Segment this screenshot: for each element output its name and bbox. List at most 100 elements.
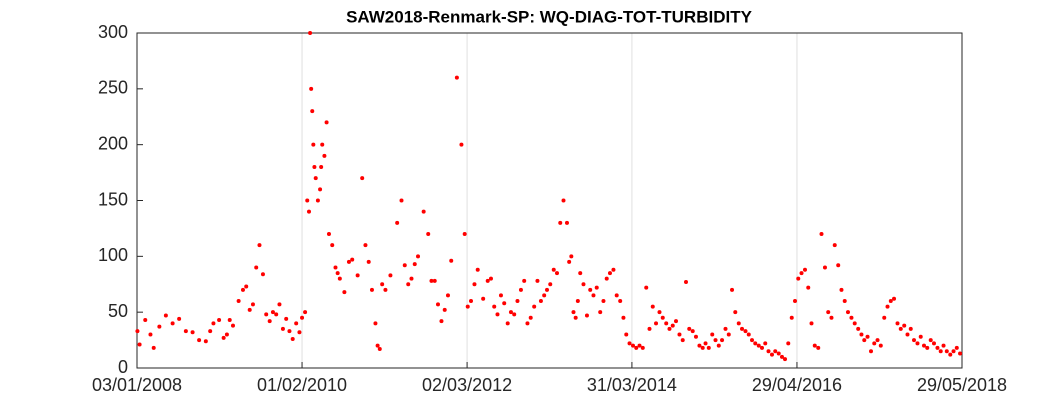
point [429, 278, 434, 283]
point [342, 290, 347, 295]
point [360, 176, 365, 181]
y-tick-label: 250 [98, 78, 128, 98]
x-tick-label: 29/05/2018 [917, 375, 1007, 395]
point [726, 332, 731, 337]
point [561, 198, 566, 203]
point [571, 310, 576, 315]
point [170, 321, 175, 326]
point [277, 302, 282, 307]
point [882, 315, 887, 320]
y-tick-label: 150 [98, 189, 128, 209]
point [545, 287, 550, 292]
point [888, 299, 893, 303]
point [399, 198, 404, 203]
point [439, 319, 444, 324]
point [512, 312, 517, 317]
point [759, 345, 764, 350]
point [532, 304, 537, 309]
point [647, 326, 652, 331]
point [297, 330, 302, 335]
point [640, 345, 645, 350]
point [918, 334, 923, 339]
point [449, 258, 454, 263]
point [776, 351, 781, 356]
point [618, 299, 623, 303]
point [498, 293, 503, 298]
point [310, 109, 315, 114]
point [148, 332, 153, 337]
point [308, 31, 313, 35]
point [280, 326, 285, 331]
point [829, 315, 834, 320]
point [335, 271, 340, 276]
point [703, 341, 708, 346]
point [845, 310, 850, 315]
point [905, 332, 910, 337]
point [409, 276, 414, 281]
point [581, 282, 586, 287]
point [710, 332, 715, 337]
point [700, 345, 705, 350]
point [573, 315, 578, 320]
point [177, 316, 182, 321]
point [690, 329, 695, 334]
point [163, 313, 168, 318]
point [736, 321, 741, 326]
point [257, 243, 262, 248]
point [806, 285, 811, 290]
point [723, 326, 728, 331]
point [944, 349, 949, 354]
point [558, 220, 563, 225]
point [522, 278, 527, 283]
point [508, 310, 513, 315]
point [657, 310, 662, 315]
point [435, 302, 440, 307]
point [816, 345, 821, 350]
point [442, 307, 447, 312]
point [324, 120, 329, 125]
point [948, 352, 953, 357]
point [839, 287, 844, 292]
point [677, 332, 682, 337]
point [320, 142, 325, 147]
point [412, 262, 417, 267]
point [548, 282, 553, 287]
point [928, 338, 933, 343]
x-tick-label: 02/03/2012 [422, 375, 512, 395]
point [793, 299, 798, 303]
point [895, 321, 900, 326]
point [637, 343, 642, 348]
point [287, 329, 292, 334]
point [426, 232, 431, 236]
point [305, 198, 310, 203]
point [954, 345, 959, 350]
plot-area [137, 33, 962, 368]
point [819, 232, 824, 236]
point [898, 326, 903, 331]
point [143, 317, 148, 322]
point [716, 343, 721, 348]
point [769, 352, 774, 357]
point [236, 299, 241, 303]
point [902, 323, 907, 328]
point [812, 343, 817, 348]
point [856, 326, 861, 331]
point [687, 326, 692, 331]
point [551, 267, 556, 272]
point [284, 316, 289, 321]
point [783, 357, 788, 362]
point [931, 341, 936, 346]
x-tick-label: 01/02/2010 [257, 375, 347, 395]
point [878, 343, 883, 348]
point [743, 329, 748, 334]
point [432, 278, 437, 283]
point [337, 276, 342, 281]
point [525, 321, 530, 326]
x-tick-label: 31/03/2014 [587, 375, 677, 395]
point [938, 349, 943, 354]
point [250, 302, 255, 307]
point [773, 349, 778, 354]
point [713, 338, 718, 343]
point [267, 319, 272, 324]
point [604, 276, 609, 281]
